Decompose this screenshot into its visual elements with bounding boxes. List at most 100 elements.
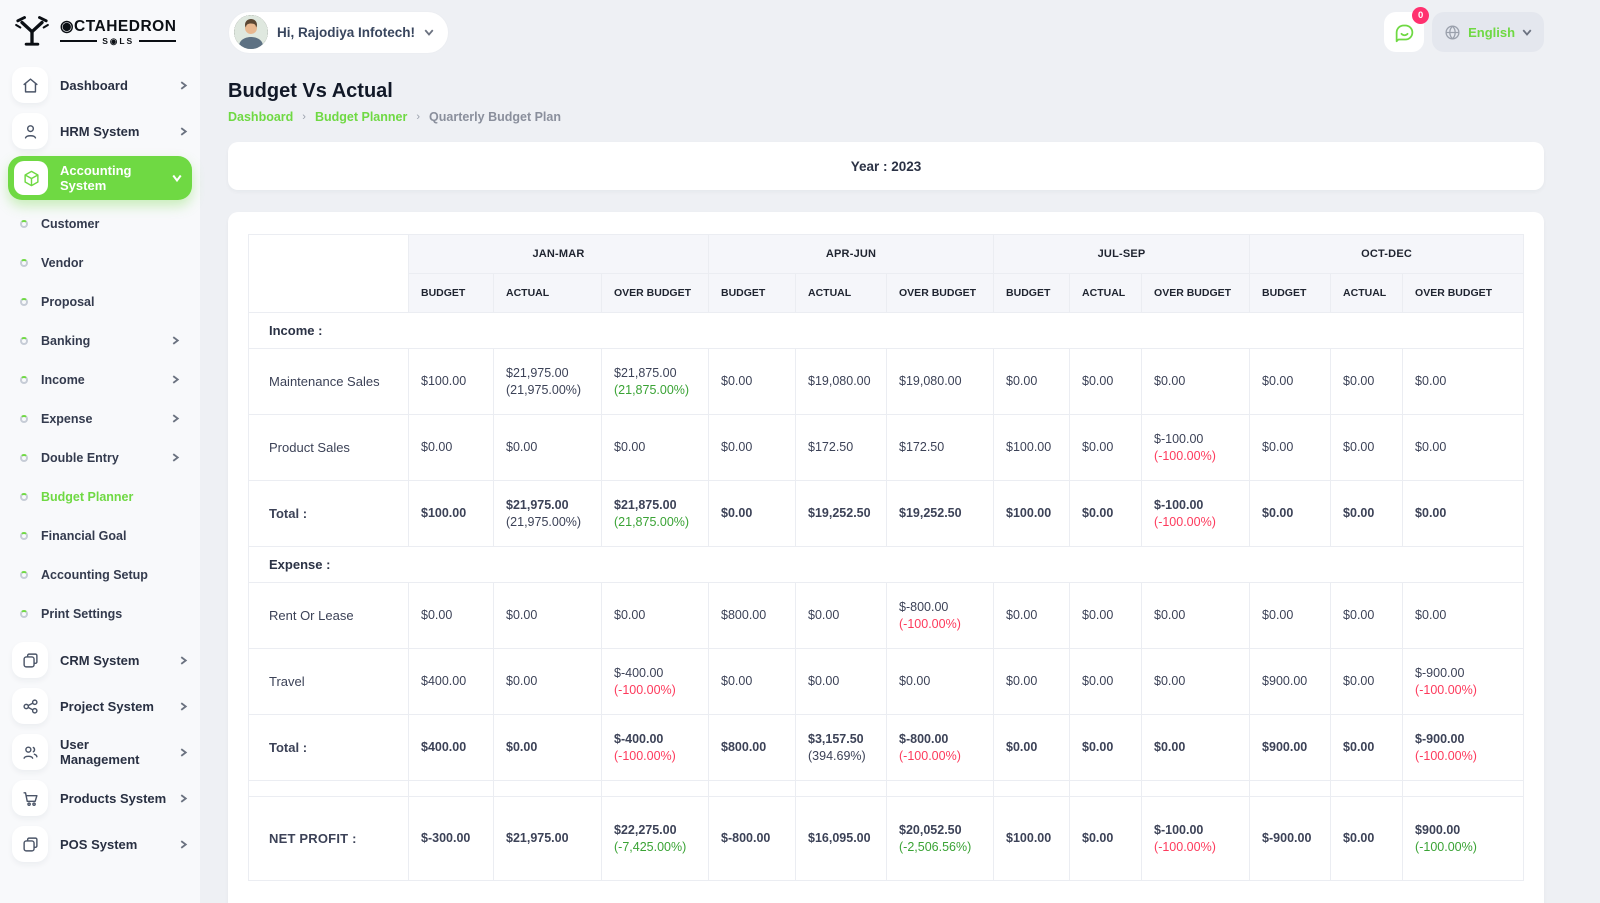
value-cell: $-900.00 (-100.00%) [1402,648,1525,715]
brand-text: ◉CTAHEDRON S◉LS [60,18,176,46]
chevron-right-icon [179,839,188,849]
spacer-cell [993,780,1071,797]
sidebar-item-accounting-setup[interactable]: Accounting Setup [0,555,200,594]
spacer-cell [795,780,888,797]
value-cell: $-800.00 (-100.00%) [886,714,995,781]
user-menu-button[interactable]: Hi, Rajodiya Infotech! [228,10,450,54]
sidebar-item-project-system[interactable]: Project System [0,683,200,729]
brand-logo-icon [12,10,52,55]
value-cell: $800.00 [708,582,797,649]
value-cell: $0.00 [1330,796,1404,881]
section-header-row: Income : [247,312,1525,349]
value-cell: $0.00 [708,414,797,481]
value-cell: $-100.00 (-100.00%) [1141,796,1251,881]
value-cell: $900.00 [1249,648,1332,715]
sidebar-item-double-entry[interactable]: Double Entry [0,438,200,477]
value-cell: $-800.00 (-100.00%) [886,582,995,649]
sidebar-item-financial-goal[interactable]: Financial Goal [0,516,200,555]
sidebar-item-label: Products System [60,790,167,806]
table-row: Maintenance Sales $100.00 $21,975.00 (21,97… [248,348,1525,415]
sidebar-item-label: CRM System [60,652,140,668]
bullet-icon [20,258,28,267]
sidebar-item-dashboard[interactable]: Dashboard [0,62,200,108]
bullet-icon [20,453,28,462]
chevron-down-icon [424,27,434,37]
quarter-header: JAN-MAR [407,234,710,274]
sidebar-item-vendor[interactable]: Vendor [0,243,200,282]
topbar-actions: 0 English [1384,7,1545,52]
sidebar-item-label: Print Settings [41,606,123,621]
sidebar-item-customer[interactable]: Customer [0,204,200,243]
value-cell: $0.00 [1330,714,1404,781]
sidebar-item-label: Banking [41,333,91,348]
sidebar-item-hrm-system[interactable]: HRM System [0,108,200,154]
pos-icon [12,826,48,862]
value-cell: $0.00 [708,648,797,715]
column-header: OVER BUDGET [600,273,710,313]
sidebar-item-label: Income [41,372,85,387]
breadcrumb-budget-planner[interactable]: Budget Planner [314,110,408,124]
value-cell: $0.00 [993,582,1071,649]
bullet-icon [20,609,28,618]
column-header: BUDGET [993,273,1071,313]
sidebar-item-expense[interactable]: Expense [0,399,200,438]
value-cell: $0.00 [1330,414,1404,481]
sidebar-item-pos-system[interactable]: POS System [0,821,200,867]
sidebar-item-income[interactable]: Income [0,360,200,399]
chevron-right-icon [179,793,188,803]
sidebar-item-proposal[interactable]: Proposal [0,282,200,321]
value-cell: $21,975.00 (21,975.00%) [493,480,602,547]
value-cell: $-900.00 (-100.00%) [1402,714,1525,781]
page-title: Budget Vs Actual [228,80,393,102]
value-cell: $400.00 [408,648,494,715]
spacer-cell [886,780,995,797]
value-cell: $0.00 [1141,714,1251,781]
table-row: Product Sales $0.00 $0.00 $0.00 $0.00 $172.50… [248,414,1525,481]
sidebar-item-label: User Management [60,737,140,767]
bullet-icon [20,336,28,345]
value-cell: $-100.00 (-100.00%) [1141,414,1251,481]
brand-logo[interactable]: ◉CTAHEDRON S◉LS [0,0,200,62]
sidebar-item-products-system[interactable]: Products System [0,775,200,821]
row-label: Total : [248,480,409,547]
value-cell: $0.00 [993,348,1071,415]
spacer-cell [1330,780,1404,797]
value-cell: $0.00 [1402,582,1525,649]
sidebar-item-crm-system[interactable]: CRM System [0,637,200,683]
bullet-icon [20,531,28,540]
column-header: ACTUAL [1330,273,1404,313]
sidebar-item-print-settings[interactable]: Print Settings [0,594,200,633]
spacer-cell [493,780,602,797]
sidebar-item-accounting-system[interactable]: Accounting System [8,156,192,200]
spacer-row [248,780,1525,797]
messages-button[interactable]: 0 [1384,7,1430,52]
value-cell: $0.00 [795,582,888,649]
value-cell: $0.00 [600,582,710,649]
value-cell: $0.00 [1330,480,1404,547]
value-cell: $0.00 [1330,348,1404,415]
value-cell: $0.00 [1141,348,1251,415]
value-cell: $100.00 [993,796,1071,881]
table-row: Total : $400.00 $0.00 $-400.00 (-100.00%) $80… [248,714,1525,781]
table-row: Rent Or Lease $0.00 $0.00 $0.00 $800.00 $0.00… [248,582,1525,649]
bullet-icon [20,219,28,228]
sidebar-item-label: Accounting System [60,163,132,193]
breadcrumb-dashboard[interactable]: Dashboard [228,110,294,124]
bullet-icon [20,492,28,501]
row-label: Maintenance Sales [248,348,409,415]
chevron-right-icon [179,701,188,711]
value-cell: $0.00 [1330,582,1404,649]
bullet-icon [20,297,28,306]
value-cell: $-400.00 (-100.00%) [600,648,710,715]
value-cell: $0.00 [993,648,1071,715]
column-header: ACTUAL [795,273,888,313]
sidebar-item-banking[interactable]: Banking [0,321,200,360]
value-cell: $0.00 [1069,648,1143,715]
sidebar-item-user-management[interactable]: User Management [0,729,200,775]
cube-icon [14,161,48,195]
value-cell: $19,252.50 [795,480,888,547]
language-selector[interactable]: English [1432,12,1545,52]
sidebar-item-budget-planner[interactable]: Budget Planner [0,477,200,516]
value-cell: $172.50 [886,414,995,481]
value-cell: $0.00 [1069,414,1143,481]
